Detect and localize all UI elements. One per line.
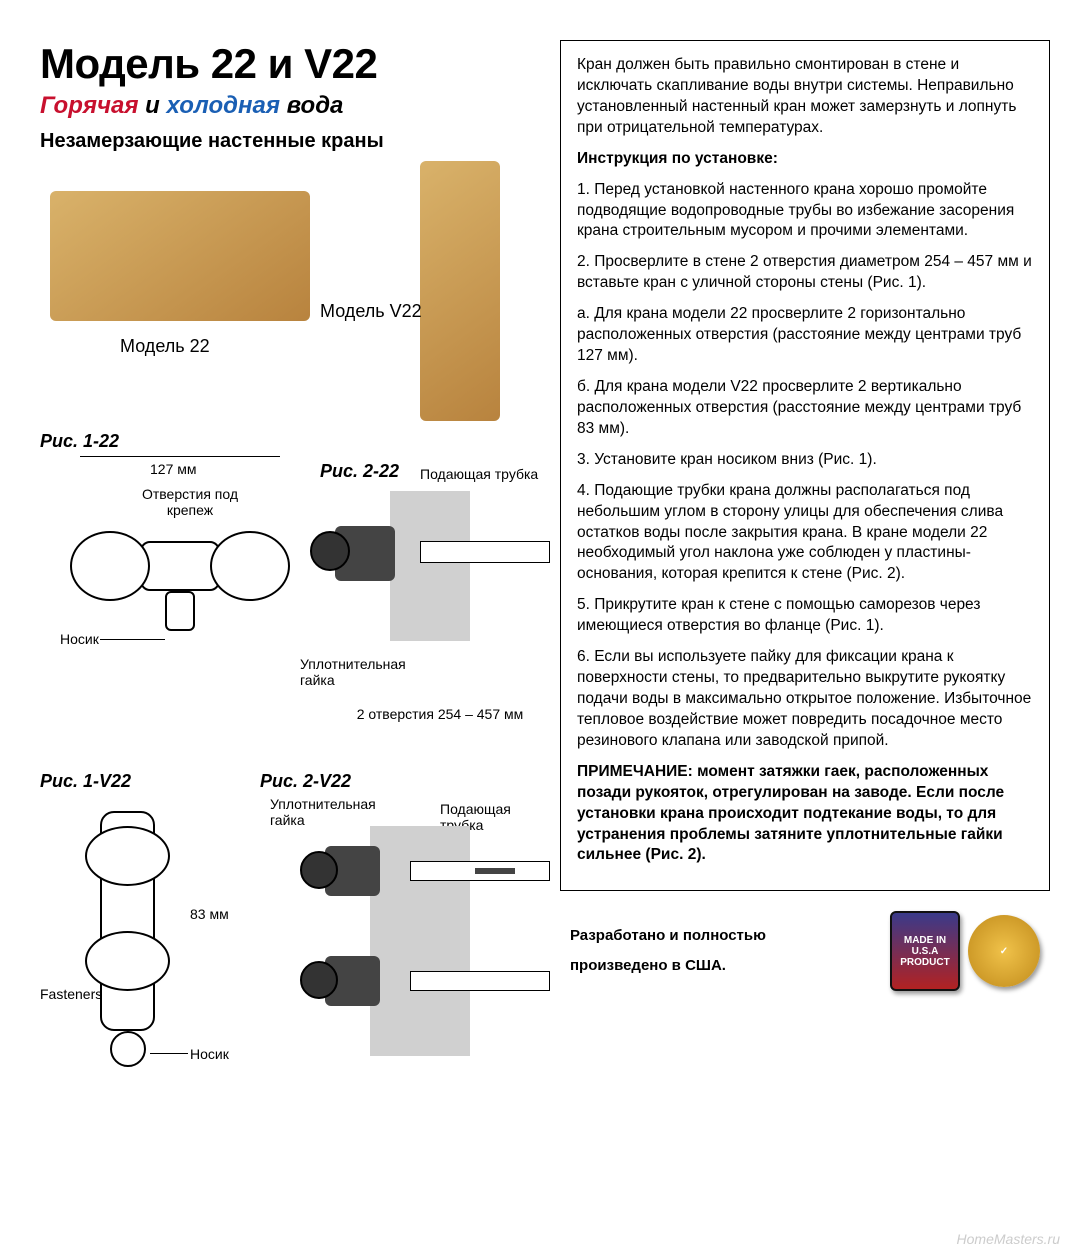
page-title: Модель 22 и V22 (40, 40, 540, 88)
step-6: 6. Если вы используете пайку для фиксаци… (577, 647, 1033, 752)
fig1-22-spout (165, 591, 195, 631)
note-paragraph: ПРИМЕЧАНИЕ: момент затяжки гаек, располо… (577, 762, 1033, 867)
figures-area: Рис. 1-22 127 мм Отверстия под крепеж Но… (40, 431, 540, 1151)
fig1-v22-dim: 83 мм (190, 906, 229, 922)
step-5: 5. Прикрутите кран к стене с помощью сам… (577, 595, 1033, 637)
fig2-22-wall (390, 491, 470, 641)
fig2-22-nut-label: Уплотнительная гайка (300, 656, 410, 688)
fig1-v22-handle-c (85, 931, 170, 991)
footer-line2: произведено в США. (570, 951, 766, 981)
footer-line1: Разработано и полностью (570, 921, 766, 951)
fig1-v22-title: Рис. 1-V22 (40, 771, 131, 792)
intro-text: Кран должен быть правильно смонтирован в… (577, 55, 1033, 139)
footer-text: Разработано и полностью произведено в СШ… (570, 921, 766, 981)
leader-line (100, 639, 165, 640)
step-2a: а. Для крана модели 22 просверлите 2 гор… (577, 304, 1033, 367)
badges: MADE IN U.S.A PRODUCT ✓ (890, 911, 1040, 991)
fig1-v22-fasteners: Fasteners (40, 986, 102, 1002)
product-photos: Модель V22 Модель 22 (40, 161, 540, 431)
fig2-v22-title: Рис. 2-V22 (260, 771, 351, 792)
instructions-box: Кран должен быть правильно смонтирован в… (560, 40, 1050, 891)
model22-photo (50, 191, 310, 321)
made-in-usa-badge-icon: MADE IN U.S.A PRODUCT (890, 911, 960, 991)
fig1-22-body (140, 541, 220, 591)
step-1: 1. Перед установкой настенного крана хор… (577, 180, 1033, 243)
leader-line-2 (150, 1053, 188, 1054)
fig1-22-dim: 127 мм (150, 461, 197, 477)
fig1-v22-spout (110, 1031, 146, 1067)
arrow-body (475, 868, 515, 874)
label-model-v22: Модель V22 (320, 301, 422, 322)
fig2-v22-nut-label: Уплотнительная гайка (270, 796, 380, 828)
fig2-22-tube (420, 541, 550, 563)
fig2-22-holes-dim: 2 отверстия 254 – 457 мм (340, 706, 540, 722)
fig1-22-handle-c (210, 531, 290, 601)
fig2-22-handle (310, 531, 350, 571)
fig2-v22-tube2 (410, 971, 550, 991)
note-label: ПРИМЕЧАНИЕ: (577, 763, 693, 780)
fig2-22-title: Рис. 2-22 (320, 461, 399, 482)
subhead: Незамерзающие настенные краны (40, 130, 540, 153)
fig1-22-title: Рис. 1-22 (40, 431, 119, 452)
watermark: HomeMasters.ru (957, 1231, 1060, 1247)
modelv22-photo (420, 161, 500, 421)
step-2: 2. Просверлите в стене 2 отверстия диаме… (577, 252, 1033, 294)
label-model-22: Модель 22 (120, 336, 210, 357)
footer: Разработано и полностью произведено в СШ… (560, 911, 1050, 991)
instructions-heading: Инструкция по установке: (577, 149, 1033, 170)
subtitle-water: вода (280, 92, 343, 119)
fig1-22-spout-label: Носик (60, 631, 99, 647)
fig1-22-handle-h (70, 531, 150, 601)
step-2b: б. Для крана модели V22 просверлите 2 ве… (577, 377, 1033, 440)
subtitle-and: и (138, 92, 166, 119)
dim-line (80, 456, 280, 457)
subtitle: Горячая и холодная вода (40, 92, 540, 120)
guarantee-badge-icon: ✓ (968, 915, 1040, 987)
fig2-v22-handle1 (300, 851, 338, 889)
subtitle-hot: Горячая (40, 92, 138, 119)
fig2-v22-handle2 (300, 961, 338, 999)
fig2-22-supply-label: Подающая трубка (420, 466, 538, 482)
step-3: 3. Установите кран носиком вниз (Рис. 1)… (577, 450, 1033, 471)
fig1-22-holes-label: Отверстия под крепеж (130, 486, 250, 518)
subtitle-cold: холодная (166, 92, 280, 119)
fig1-v22-spout-label: Носик (190, 1046, 229, 1062)
fig1-v22-handle-h (85, 826, 170, 886)
step-4: 4. Подающие трубки крана должны располаг… (577, 481, 1033, 586)
